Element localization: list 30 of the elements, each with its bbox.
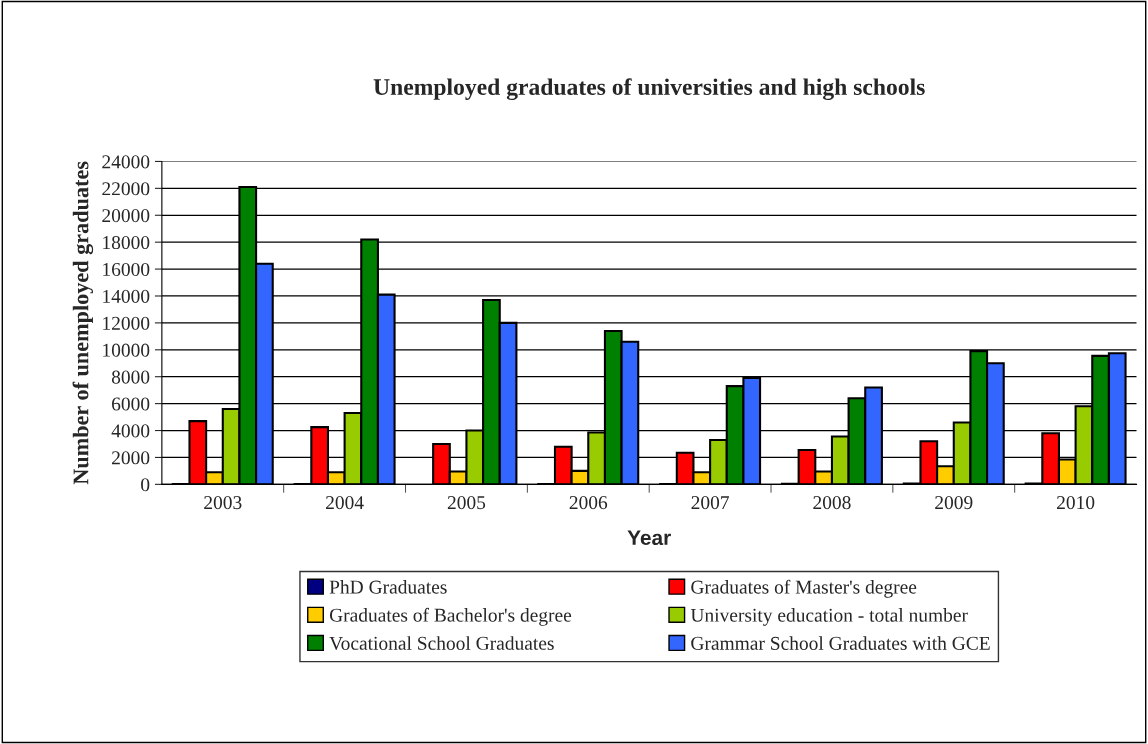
x-tick-label: 2008 bbox=[813, 496, 851, 510]
y-tick-label: 12000 bbox=[103, 316, 150, 330]
y-tick-label: 22000 bbox=[102, 182, 150, 196]
y-tick-label: 0 bbox=[141, 478, 150, 492]
x-tick-label: 2007 bbox=[691, 496, 729, 510]
y-tick-label: 10000 bbox=[103, 343, 150, 357]
legend-label: Grammar School Graduates with GCE bbox=[691, 636, 990, 650]
x-tick-label: 2006 bbox=[569, 496, 608, 510]
y-tick-label: 24000 bbox=[102, 155, 150, 169]
y-tick-label: 2000 bbox=[112, 451, 150, 465]
y-tick-label: 8000 bbox=[111, 370, 150, 384]
legend-label: Graduates of Bachelor's degree bbox=[329, 607, 572, 626]
x-tick-label: 2010 bbox=[1057, 496, 1095, 510]
x-tick-label: 2004 bbox=[326, 496, 364, 510]
legend-label: PhD Graduates bbox=[329, 580, 447, 594]
y-axis-title: Number of unemployed graduates bbox=[72, 161, 94, 485]
legend-label: University education - total number bbox=[690, 608, 968, 626]
y-tick-label: 6000 bbox=[112, 397, 150, 411]
y-tick-label: 4000 bbox=[111, 424, 150, 438]
x-axis-title: Year bbox=[627, 530, 671, 546]
x-tick-label: 2005 bbox=[447, 496, 486, 510]
y-tick-label: 20000 bbox=[102, 209, 150, 223]
legend-label: Graduates of Master's degree bbox=[691, 579, 917, 598]
y-tick-label: 14000 bbox=[103, 289, 150, 303]
x-tick-label: 2003 bbox=[204, 496, 242, 510]
y-tick-label: 16000 bbox=[103, 262, 150, 277]
x-tick-label: 2009 bbox=[935, 496, 973, 510]
chart-title: Unemployed graduates of universities and high schools bbox=[373, 78, 925, 100]
legend-label: Vocational School Graduates bbox=[329, 636, 554, 650]
y-tick-label: 18000 bbox=[103, 235, 150, 250]
